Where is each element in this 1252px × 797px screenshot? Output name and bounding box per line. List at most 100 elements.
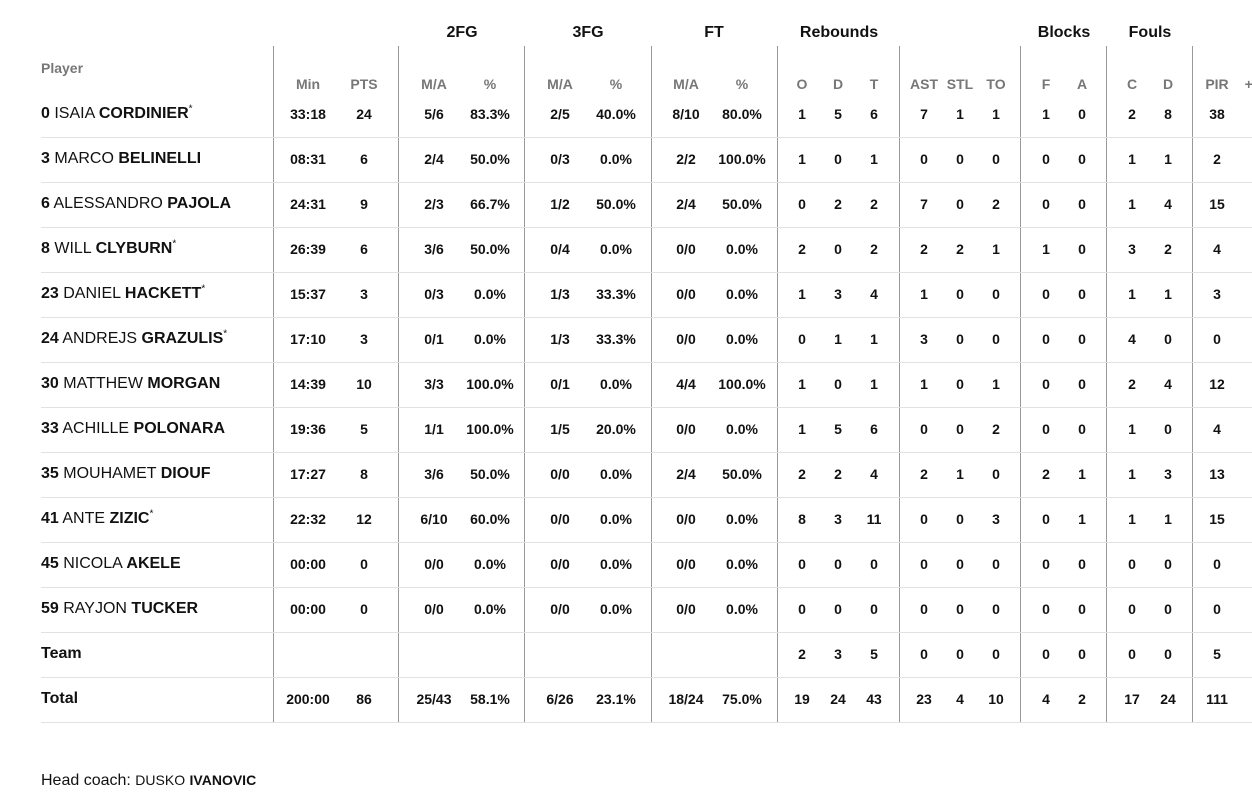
stat-cell: 3 [920, 331, 928, 347]
column-header: TO [986, 76, 1006, 92]
stat-cell: 5 [1213, 646, 1221, 662]
column-divider [273, 46, 274, 722]
group-header-blocks: Blocks [1037, 24, 1091, 41]
stat-cell: 17:10 [290, 331, 326, 347]
stat-cell: 2 [798, 241, 806, 257]
column-header: D [832, 76, 844, 92]
stat-cell: 0 [920, 421, 928, 437]
head-coach-label: Head coach: [41, 772, 131, 789]
stat-cell: 0 [1078, 241, 1086, 257]
stat-cell: 6 [870, 106, 878, 122]
stat-cell: 0 [992, 601, 1000, 617]
player-last-name: AKELE [126, 555, 181, 572]
stat-cell: 5 [834, 106, 842, 122]
box-score-table: Player 2FG 3FG FT Rebounds Blocks Fouls Min PTS M… [41, 24, 1252, 723]
column-header: PIR [1205, 76, 1229, 92]
stat-cell: 80.0% [722, 106, 762, 122]
stat-cell: 2 [1078, 691, 1086, 707]
stat-cell: 1 [1164, 151, 1172, 167]
stat-cell: 0/0 [676, 331, 696, 347]
stat-cell: 0 [834, 601, 842, 617]
stat-cell: 2 [1213, 151, 1221, 167]
stat-cell: 0 [1078, 646, 1086, 662]
stat-cell: 22:32 [290, 511, 326, 527]
stat-cell: 0 [956, 196, 964, 212]
stat-cell: 7 [920, 106, 928, 122]
stat-cell: 3/3 [424, 376, 444, 392]
column-header: D [1162, 76, 1174, 92]
stat-cell: 17 [1124, 691, 1140, 707]
stat-cell: 8 [360, 466, 368, 482]
stat-cell: 0 [992, 151, 1000, 167]
column-header: A [1076, 76, 1088, 92]
stat-cell: 6 [360, 241, 368, 257]
stat-cell: 1 [870, 331, 878, 347]
stat-cell: 5 [834, 421, 842, 437]
player-name: 59 RAYJON TUCKER [41, 599, 198, 619]
total-row-label: Total [41, 690, 79, 707]
stat-cell: 3 [834, 286, 842, 302]
stat-cell: 0/0 [424, 601, 444, 617]
column-header: STL [946, 76, 974, 92]
stat-cell: 0 [1078, 331, 1086, 347]
player-last-name: PAJOLA [167, 195, 232, 212]
row-divider [41, 407, 1252, 408]
row-divider [41, 677, 1252, 678]
stat-cell: 0 [956, 286, 964, 302]
player-number: 59 [41, 600, 59, 617]
column-divider [651, 46, 652, 722]
stat-cell: 15 [1209, 196, 1225, 212]
stat-cell: 1 [1078, 466, 1086, 482]
stat-cell: 4 [1128, 331, 1136, 347]
stat-cell: 2 [798, 646, 806, 662]
stat-cell: 24 [356, 106, 372, 122]
stat-cell: 4 [870, 466, 878, 482]
starter-mark: * [149, 508, 154, 520]
player-number: 30 [41, 375, 59, 392]
stat-cell: 1 [870, 151, 878, 167]
stat-cell: 1 [1128, 421, 1136, 437]
stat-cell: 40.0% [596, 106, 636, 122]
player-last-name: HACKETT [124, 285, 202, 302]
stat-cell: 0.0% [726, 286, 758, 302]
stat-cell: 18/24 [668, 691, 704, 707]
stat-cell: 50.0% [470, 241, 510, 257]
stat-cell: 0/0 [676, 511, 696, 527]
column-divider [899, 46, 900, 722]
stat-cell: 3 [834, 511, 842, 527]
stat-cell: 0 [1042, 601, 1050, 617]
stat-cell: 1 [870, 376, 878, 392]
row-divider [41, 362, 1252, 363]
stat-cell: 0 [992, 646, 1000, 662]
column-header: T [869, 76, 879, 92]
stat-cell: 1 [798, 151, 806, 167]
stat-cell: 1 [1078, 511, 1086, 527]
stat-cell: 0/4 [550, 241, 570, 257]
stat-cell: 24:31 [290, 196, 326, 212]
column-divider [398, 46, 399, 722]
stat-cell: 0 [1078, 151, 1086, 167]
stat-cell: 25/43 [416, 691, 452, 707]
stat-cell: 4 [1164, 196, 1172, 212]
player-name: 30 MATTHEW MORGAN [41, 374, 220, 394]
stat-cell: 6 [870, 421, 878, 437]
player-last-name: CORDINIER [98, 105, 189, 122]
stat-cell: 10 [356, 376, 372, 392]
player-number: 35 [41, 465, 59, 482]
stat-cell: 0 [834, 151, 842, 167]
stat-cell: 8 [798, 511, 806, 527]
player-number: 33 [41, 420, 59, 437]
player-first-name: ANDREJS [62, 330, 138, 347]
stat-cell: 33.3% [596, 286, 636, 302]
column-divider [524, 46, 525, 722]
stat-cell: 0 [1078, 556, 1086, 572]
stat-cell: 0/0 [676, 601, 696, 617]
column-divider [1192, 46, 1193, 722]
player-name: 0 ISAIA CORDINIER* [41, 104, 193, 124]
stat-cell: 1 [1164, 286, 1172, 302]
stat-cell: 19 [794, 691, 810, 707]
player-name: 8 WILL CLYBURN* [41, 239, 176, 259]
stat-cell: 0 [1042, 421, 1050, 437]
player-first-name: ALESSANDRO [53, 195, 163, 212]
stat-cell: 1/3 [550, 286, 570, 302]
